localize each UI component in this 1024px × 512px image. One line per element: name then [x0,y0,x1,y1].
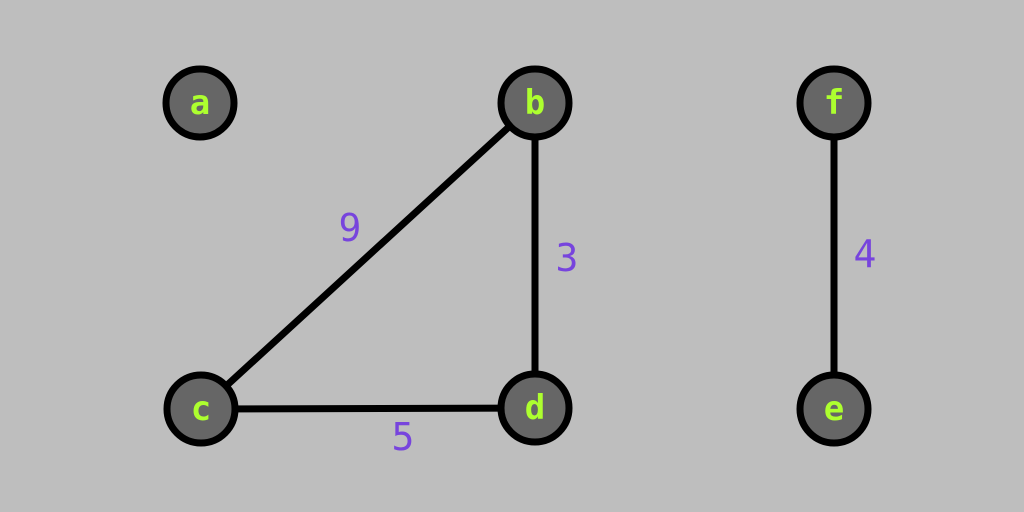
node-label-f: f [824,83,844,123]
node-c: c [163,371,239,447]
edge-b-c [197,99,539,413]
edge-weights-layer: 9 3 5 4 [339,206,877,459]
node-b: b [497,65,573,141]
node-e: e [796,371,872,447]
edge-weight-c-d: 5 [392,415,415,459]
nodes-layer: a b c d e f [162,65,872,447]
node-circle-f [796,65,872,141]
node-a: a [162,65,238,141]
node-label-e: e [824,389,844,429]
node-f: f [796,65,872,141]
node-circle-d [497,370,573,446]
node-label-b: b [525,83,545,123]
node-label-a: a [190,83,210,123]
edge-c-d [197,404,539,413]
node-circle-c [163,371,239,447]
node-d: d [497,370,573,446]
node-label-c: c [191,389,211,429]
node-label-d: d [525,388,545,428]
edge-weight-f-e: 4 [854,232,877,276]
node-circle-e [796,371,872,447]
edges-layer [197,99,838,413]
node-circle-b [497,65,573,141]
edge-weight-b-d: 3 [556,236,579,280]
edge-weight-b-c: 9 [339,206,362,250]
node-circle-a [162,65,238,141]
